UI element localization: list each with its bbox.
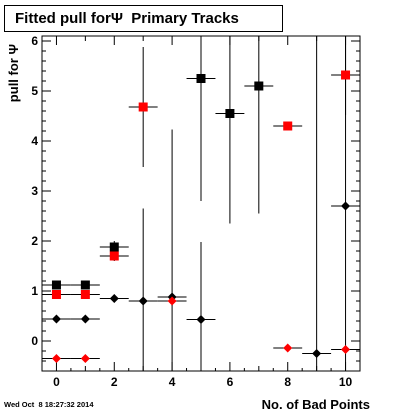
diamond-marker — [341, 201, 351, 211]
diamond-marker — [167, 296, 177, 306]
axis-tick-labels: 0 2 4 6 8 10 0 1 2 3 4 5 6 — [31, 34, 352, 389]
y-tick-label: 0 — [31, 334, 38, 348]
x-tick-label: 10 — [339, 375, 353, 389]
y-tick-label: 4 — [31, 134, 38, 148]
x-tick-label: 4 — [169, 375, 176, 389]
square-marker — [51, 290, 61, 299]
square-marker — [80, 290, 90, 299]
y-tick-label: 3 — [31, 184, 38, 198]
square-marker — [283, 121, 293, 131]
y-axis-label: pull for Ψ — [6, 44, 21, 102]
y-tick-label: 5 — [31, 84, 38, 98]
x-axis-label: No. of Bad Points — [262, 397, 370, 412]
timestamp: Wed Oct 8 18:27:32 2014 — [4, 400, 94, 409]
diamond-marker — [109, 294, 119, 303]
square-marker — [341, 70, 351, 80]
square-marker — [51, 280, 61, 290]
square-marker — [109, 242, 119, 252]
diamond-marker — [196, 315, 206, 324]
diamond-marker — [283, 343, 293, 353]
diamond-marker — [51, 354, 61, 363]
diamond-marker — [80, 314, 90, 324]
y-tick-label: 2 — [31, 234, 38, 248]
diamond-marker — [138, 296, 148, 306]
square-marker — [80, 280, 90, 290]
chart-title: Fitted pull forΨ Primary Tracks — [4, 5, 283, 32]
x-tick-label: 8 — [284, 375, 291, 389]
diamond-marker — [312, 349, 322, 358]
x-tick-label: 6 — [227, 375, 234, 389]
square-marker — [138, 102, 148, 112]
y-tick-label: 6 — [31, 34, 38, 48]
y-tick-label: 1 — [31, 284, 38, 298]
diamond-marker — [341, 345, 351, 354]
diamond-marker — [80, 354, 90, 363]
square-marker — [196, 74, 206, 83]
square-marker — [109, 251, 119, 261]
data-markers — [51, 70, 351, 363]
diamond-marker — [51, 314, 61, 324]
x-tick-label: 0 — [53, 375, 60, 389]
square-marker — [225, 109, 235, 118]
square-marker — [254, 81, 264, 91]
x-tick-label: 2 — [111, 375, 118, 389]
